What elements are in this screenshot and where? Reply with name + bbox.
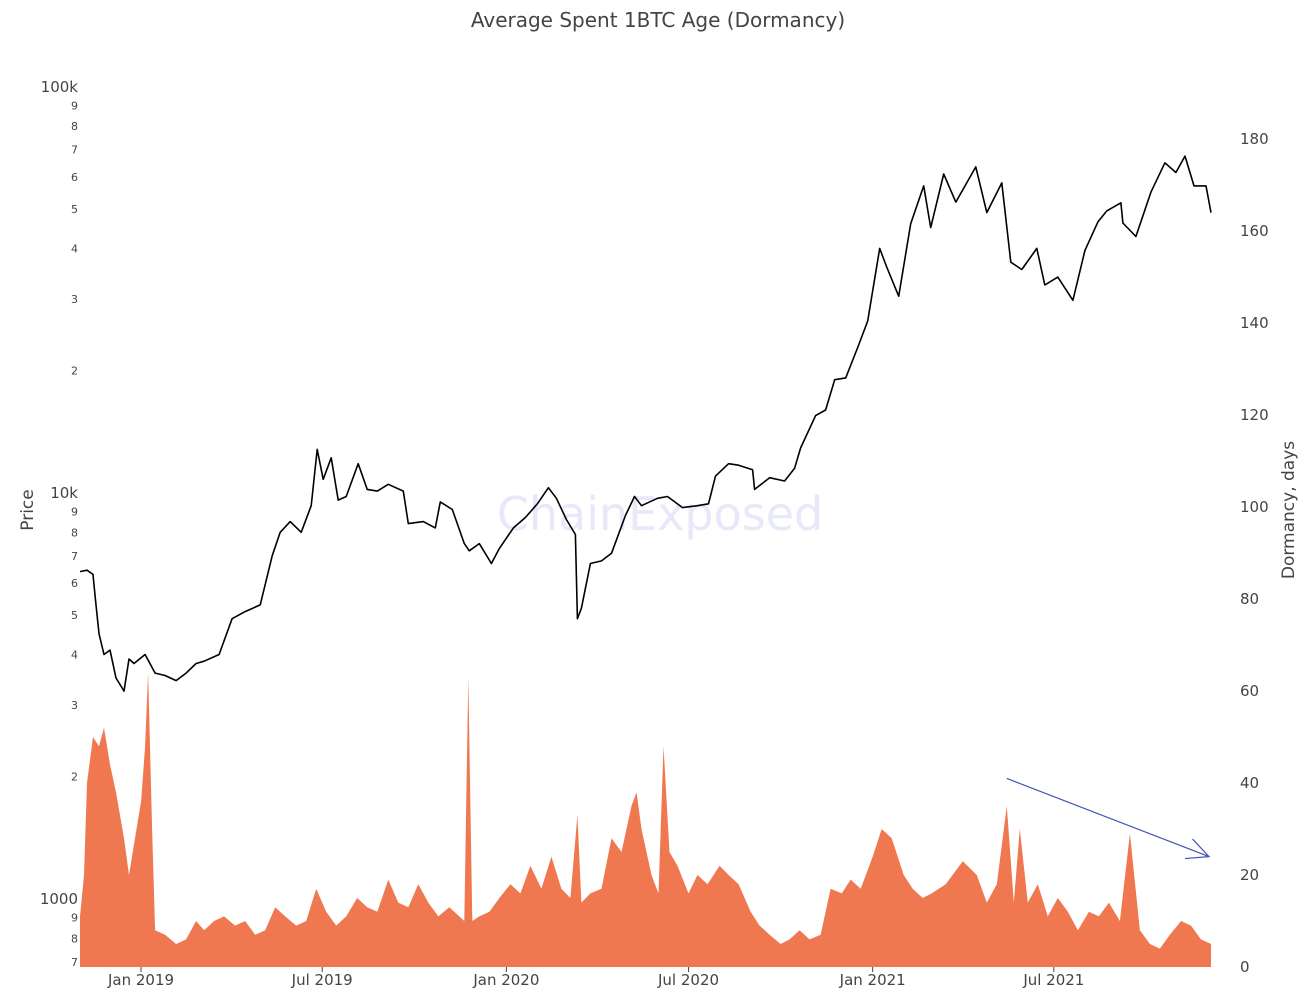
dormancy-area (80, 672, 1211, 967)
x-tick-label: Jul 2020 (657, 971, 719, 989)
left-minor-tick-label: 9 (71, 505, 78, 518)
left-minor-tick-label: 5 (71, 203, 78, 216)
left-minor-tick-label: 9 (71, 912, 78, 925)
left-major-tick-label: 1000 (40, 890, 78, 908)
left-minor-tick-label: 9 (71, 99, 78, 112)
left-major-tick-label: 100k (41, 78, 79, 96)
right-tick-label: 140 (1240, 314, 1269, 332)
x-tick-label: Jan 2019 (107, 971, 174, 989)
x-tick-label: Jan 2021 (839, 971, 906, 989)
left-minor-tick-label: 3 (71, 699, 78, 712)
left-minor-tick-label: 6 (71, 577, 78, 590)
right-tick-label: 80 (1240, 590, 1259, 608)
right-tick-label: 100 (1240, 498, 1269, 516)
right-tick-label: 180 (1240, 130, 1269, 148)
right-tick-label: 40 (1240, 774, 1259, 792)
watermark-text: ChainExposed (497, 487, 824, 541)
annotation-layer (1006, 777, 1211, 860)
left-axis-ticks: 1000 10k 100k 7 8 9 2 3 4 5 6 7 8 9 2 3 4 5 6 7 8 9 (40, 78, 78, 969)
right-tick-label: 20 (1240, 866, 1259, 884)
price-line-layer (79, 155, 1212, 692)
right-axis-ticks: 0 20 40 60 80 100 120 140 160 180 (1240, 130, 1269, 976)
chart-title: Average Spent 1BTC Age (Dormancy) (471, 8, 845, 32)
left-minor-tick-label: 8 (71, 932, 78, 945)
right-tick-label: 160 (1240, 222, 1269, 240)
right-axis-title: Dormancy, days (1279, 441, 1299, 579)
left-minor-tick-label: 2 (71, 365, 78, 378)
left-minor-tick-label: 7 (71, 144, 78, 157)
left-axis-title: Price (18, 489, 38, 530)
left-minor-tick-label: 3 (71, 293, 78, 306)
right-tick-label: 0 (1240, 958, 1250, 976)
left-minor-tick-label: 6 (71, 171, 78, 184)
trend-arrow-line (1006, 777, 1210, 858)
x-tick-label: Jul 2019 (291, 971, 353, 989)
left-major-tick-label: 10k (50, 484, 78, 502)
left-minor-tick-label: 7 (71, 956, 78, 969)
trend-arrow-head (1185, 838, 1211, 860)
price-line (79, 155, 1212, 692)
dormancy-area-layer (80, 672, 1211, 967)
left-minor-tick-label: 8 (71, 526, 78, 539)
x-tick-label: Jul 2021 (1022, 971, 1084, 989)
left-minor-tick-label: 2 (71, 771, 78, 784)
right-tick-label: 120 (1240, 406, 1269, 424)
left-minor-tick-label: 7 (71, 550, 78, 563)
left-minor-tick-label: 8 (71, 120, 78, 133)
x-tick-label: Jan 2020 (472, 971, 539, 989)
left-minor-tick-label: 5 (71, 609, 78, 622)
left-minor-tick-label: 4 (71, 648, 78, 661)
x-axis-ticks: Jan 2019 Jul 2019 Jan 2020 Jul 2020 Jan 2021… (107, 967, 1084, 989)
left-minor-tick-label: 4 (71, 242, 78, 255)
right-tick-label: 60 (1240, 682, 1259, 700)
